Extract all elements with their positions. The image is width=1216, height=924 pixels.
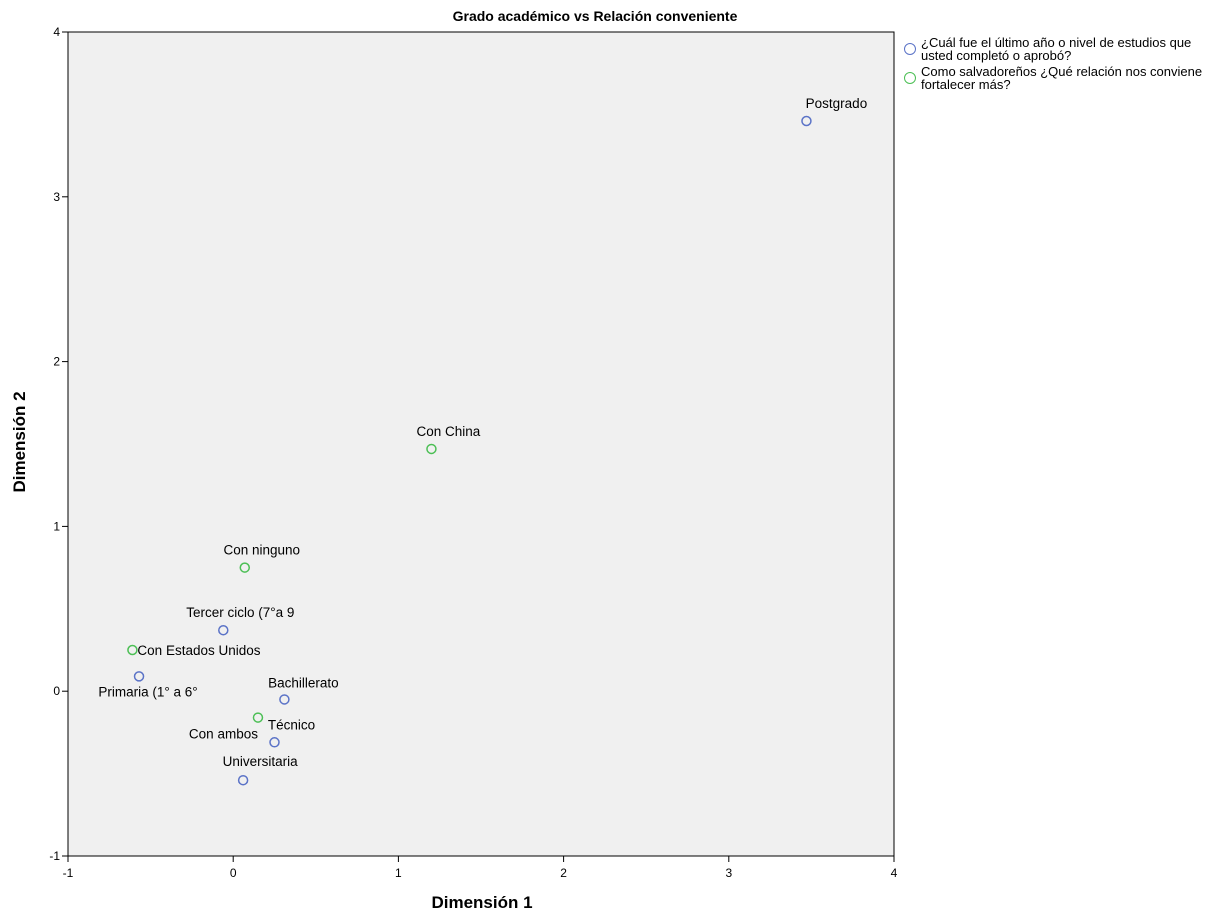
y-tick-label: 2	[53, 355, 60, 369]
data-point-label: Con ambos	[189, 727, 258, 742]
y-tick-label: 3	[53, 190, 60, 204]
data-point-label: Postgrado	[806, 96, 868, 111]
data-point-label: Con Estados Unidos	[137, 643, 260, 658]
data-point-label: Bachillerato	[268, 675, 339, 690]
data-point	[127, 644, 138, 656]
legend-item-relation: Como salvadoreños ¿Qué relación nos conv…	[904, 65, 1214, 91]
x-tick-label: 1	[395, 866, 402, 880]
data-point-label: Primaria (1° a 6°	[98, 684, 197, 699]
data-point	[133, 671, 145, 682]
legend: ¿Cuál fue el último año o nivel de estud…	[904, 36, 1214, 94]
plot-area	[67, 31, 895, 857]
data-point-label: Tercer ciclo (7°a 9	[186, 605, 294, 620]
data-point	[239, 562, 251, 573]
data-point-label: Con ninguno	[223, 543, 300, 558]
x-tick-label: 0	[230, 866, 237, 880]
data-point	[279, 694, 290, 705]
y-tick-label: 1	[53, 519, 60, 533]
y-tick-label: -1	[49, 849, 60, 863]
x-tick-label: 2	[560, 866, 567, 880]
data-point	[269, 737, 280, 748]
data-point-label: Universitaria	[223, 754, 299, 769]
y-tick-label: 4	[53, 25, 60, 39]
data-point	[426, 443, 437, 455]
data-point	[801, 115, 812, 127]
x-tick-label: -1	[63, 866, 74, 880]
axis-ticks: -1 0 1 2 3 4 -1 0 1 2 3 4	[49, 25, 897, 880]
legend-label: ¿Cuál fue el último año o nivel de estud…	[921, 35, 1192, 63]
legend-item-education: ¿Cuál fue el último año o nivel de estud…	[904, 36, 1214, 62]
x-axis-title: Dimensión 1	[431, 893, 532, 912]
data-point-label: Técnico	[268, 717, 315, 732]
x-tick-label: 4	[891, 866, 898, 880]
circle-marker-icon	[904, 72, 916, 84]
data-point	[252, 712, 264, 723]
data-point	[218, 624, 229, 636]
legend-label: Como salvadoreños ¿Qué relación nos conv…	[921, 64, 1203, 92]
data-points: Postgrado Tercer ciclo (7°a 9 Primaria (1°…	[98, 96, 868, 786]
data-point	[237, 774, 249, 786]
y-tick-label: 0	[53, 684, 60, 698]
y-axis-title: Dimensión 2	[10, 391, 29, 492]
circle-marker-icon	[904, 43, 916, 55]
data-point-label: Con China	[417, 424, 481, 439]
chart-title: Grado académico vs Relación conveniente	[453, 8, 738, 24]
x-tick-label: 3	[725, 866, 732, 880]
